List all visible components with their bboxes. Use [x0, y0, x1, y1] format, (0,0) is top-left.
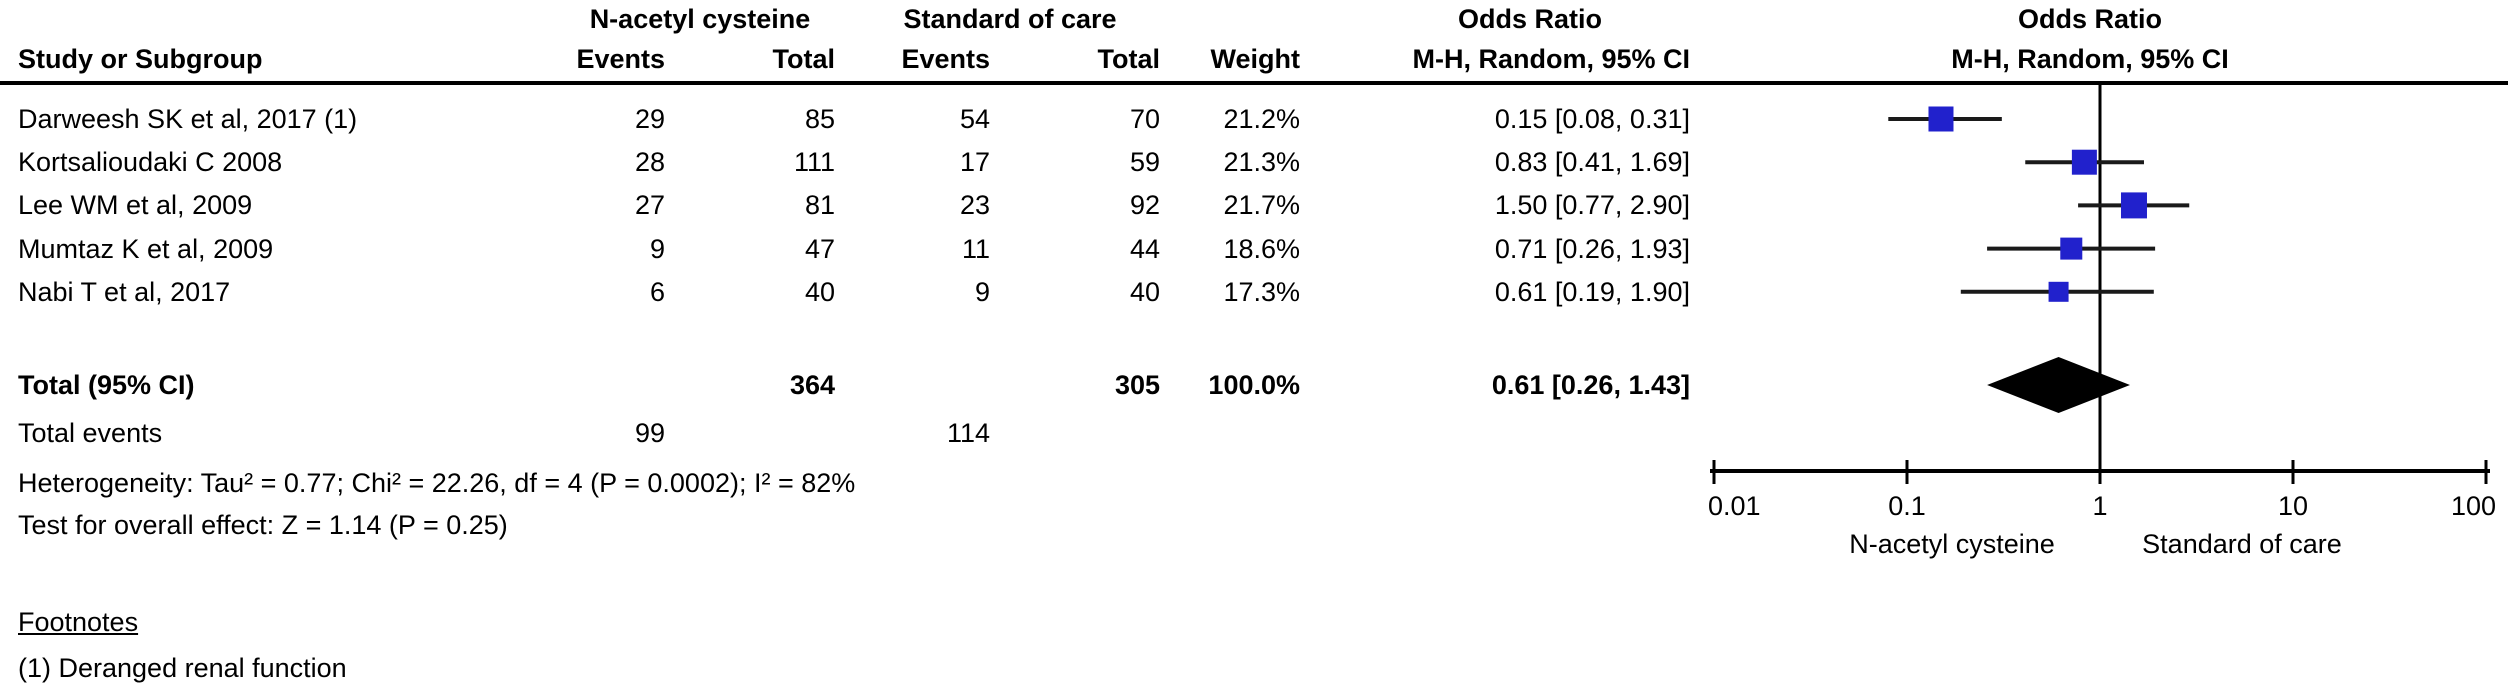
- row-4-weight: 18.6%: [1223, 233, 1300, 264]
- col-header-or-ci: M-H, Random, 95% CI: [1412, 44, 1690, 74]
- col-header-soc-total: Total: [1097, 44, 1161, 74]
- row-5-e2: 9: [974, 276, 990, 307]
- x-tick-label-10: 10: [2278, 491, 2308, 521]
- col-header-study: Study or Subgroup: [18, 44, 263, 74]
- row-3-weight: 21.7%: [1223, 190, 1300, 221]
- total-events-nac: 99: [634, 418, 665, 448]
- row-1-study: Darweesh SK et al, 2017 (1): [18, 104, 358, 134]
- plot-header-or-ci: M-H, Random, 95% CI: [1951, 44, 2229, 74]
- x-tick-label-0.1: 0.1: [1888, 491, 1926, 521]
- heterogeneity-text: Heterogeneity: Tau² = 0.77; Chi² = 22.26…: [18, 468, 856, 498]
- or-column-header-title: Odds Ratio: [1457, 4, 1602, 34]
- row-4-e1: 9: [649, 233, 665, 264]
- x-tick-label-100: 100: [2451, 491, 2496, 521]
- row-2-t1: 111: [793, 147, 835, 178]
- or-marker-3: [2120, 192, 2147, 219]
- pooled-diamond: [1987, 357, 2130, 413]
- total-events-label: Total events: [18, 418, 163, 448]
- row-2-e1: 28: [634, 147, 665, 178]
- row-1-t1: 85: [804, 104, 835, 134]
- row-4-or_ci: 0.71 [0.26, 1.93]: [1494, 233, 1690, 264]
- row-3-study: Lee WM et al, 2009: [18, 190, 253, 221]
- row-4-e2: 11: [961, 233, 990, 264]
- row-2-study: Kortsalioudaki C 2008: [18, 147, 283, 178]
- group-header-soc: Standard of care: [903, 4, 1117, 34]
- row-2-weight: 21.3%: [1223, 147, 1300, 178]
- row-5-t2: 40: [1129, 276, 1160, 307]
- or-marker-2: [2071, 149, 2097, 175]
- total-row-label: Total (95% CI): [18, 370, 195, 400]
- header-rule: [0, 81, 2508, 85]
- row-1-e1: 29: [634, 104, 665, 134]
- row-1-e2: 54: [959, 104, 990, 134]
- group-header-nac: N-acetyl cysteine: [589, 4, 811, 34]
- total-or-ci: 0.61 [0.26, 1.43]: [1491, 370, 1690, 400]
- or-marker-1: [1928, 106, 1954, 132]
- row-2-e2: 17: [959, 147, 990, 178]
- row-3-t1: 81: [804, 190, 835, 221]
- row-5-t1: 40: [804, 276, 835, 307]
- total-soc-total: 305: [1114, 370, 1160, 400]
- row-4-study: Mumtaz K et al, 2009: [18, 233, 274, 264]
- col-header-weight: Weight: [1210, 44, 1301, 74]
- row-5-weight: 17.3%: [1223, 276, 1300, 307]
- col-header-soc-events: Events: [901, 44, 990, 74]
- row-2-or_ci: 0.83 [0.41, 1.69]: [1494, 147, 1690, 178]
- plot-header-title: Odds Ratio: [2017, 4, 2162, 34]
- total-nac-total: 364: [789, 370, 835, 400]
- row-4-t2: 44: [1129, 233, 1160, 264]
- overall-effect-text: Test for overall effect: Z = 1.14 (P = 0…: [18, 510, 508, 540]
- axis-left-label: N-acetyl cysteine: [1849, 529, 2055, 559]
- total-weight: 100.0%: [1208, 370, 1300, 400]
- row-5-or_ci: 0.61 [0.19, 1.90]: [1494, 276, 1690, 307]
- row-1-or_ci: 0.15 [0.08, 0.31]: [1494, 104, 1690, 134]
- or-marker-5: [2048, 281, 2069, 302]
- row-1-weight: 21.2%: [1223, 104, 1300, 134]
- total-events-soc: 114: [946, 418, 990, 448]
- footnote-1: (1) Deranged renal function: [18, 653, 347, 683]
- row-3-t2: 92: [1129, 190, 1160, 221]
- row-5-study: Nabi T et al, 2017: [18, 276, 231, 307]
- row-1-t2: 70: [1129, 104, 1160, 134]
- row-3-e1: 27: [634, 190, 665, 221]
- row-3-or_ci: 1.50 [0.77, 2.90]: [1494, 190, 1690, 221]
- footnotes-heading: Footnotes: [18, 607, 139, 637]
- row-5-e1: 6: [649, 276, 665, 307]
- or-marker-4: [2060, 237, 2083, 260]
- row-3-e2: 23: [959, 190, 990, 221]
- x-tick-label-0.01: 0.01: [1708, 491, 1761, 521]
- axis-right-label: Standard of care: [2142, 529, 2342, 559]
- x-tick-label-1: 1: [2092, 491, 2107, 521]
- col-header-nac-total: Total: [772, 44, 836, 74]
- row-4-t1: 47: [804, 233, 835, 264]
- col-header-nac-events: Events: [576, 44, 665, 74]
- row-2-t2: 59: [1129, 147, 1160, 178]
